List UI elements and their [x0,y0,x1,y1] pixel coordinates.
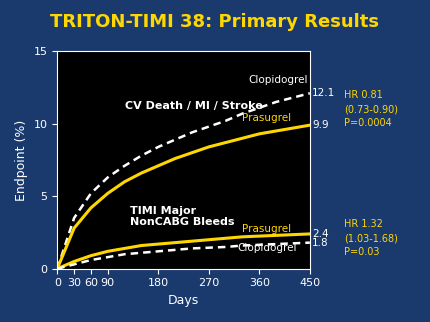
Text: Prasugrel: Prasugrel [243,113,292,123]
Text: 9.9: 9.9 [312,120,329,130]
Text: 2.4: 2.4 [312,229,329,239]
Text: 1.8: 1.8 [312,238,329,248]
Text: HR 1.32
(1.03-1.68)
P=0.03: HR 1.32 (1.03-1.68) P=0.03 [344,219,398,257]
Text: 12.1: 12.1 [312,88,335,98]
Text: HR 0.81
(0.73-0.90)
P=0.0004: HR 0.81 (0.73-0.90) P=0.0004 [344,90,398,128]
Text: CV Death / MI / Stroke: CV Death / MI / Stroke [125,101,262,111]
X-axis label: Days: Days [168,294,199,307]
Y-axis label: Endpoint (%): Endpoint (%) [15,119,28,201]
Text: Clopidogrel: Clopidogrel [248,75,307,85]
Text: TRITON-TIMI 38: Primary Results: TRITON-TIMI 38: Primary Results [50,13,380,31]
Text: TIMI Major
NonCABG Bleeds: TIMI Major NonCABG Bleeds [130,206,235,227]
Text: Prasugrel: Prasugrel [243,224,292,234]
Text: Clopidogrel: Clopidogrel [237,243,296,253]
